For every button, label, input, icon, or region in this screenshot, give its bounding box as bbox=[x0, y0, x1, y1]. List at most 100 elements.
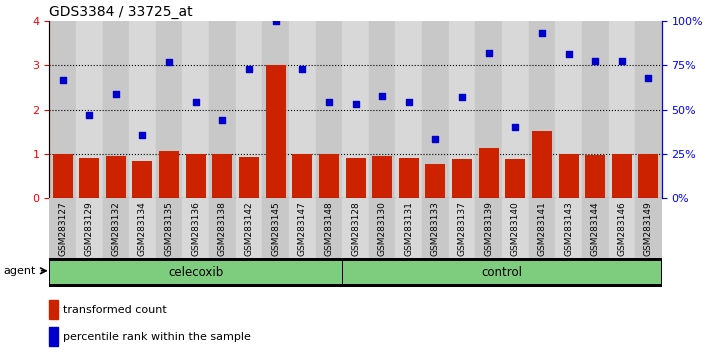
Bar bbox=[129, 21, 156, 198]
Text: GSM283132: GSM283132 bbox=[111, 201, 120, 256]
Bar bbox=[372, 156, 392, 198]
Text: GSM283128: GSM283128 bbox=[351, 201, 360, 256]
Point bbox=[137, 133, 148, 138]
Text: agent: agent bbox=[4, 266, 36, 276]
Text: GSM283136: GSM283136 bbox=[191, 201, 200, 256]
Bar bbox=[369, 21, 396, 198]
Bar bbox=[265, 65, 286, 198]
Point bbox=[536, 30, 548, 36]
Text: transformed count: transformed count bbox=[63, 304, 167, 315]
Point bbox=[217, 117, 228, 123]
Bar bbox=[479, 148, 498, 198]
Bar bbox=[292, 154, 313, 198]
Bar bbox=[555, 21, 582, 198]
Text: GSM283148: GSM283148 bbox=[325, 201, 334, 256]
Point bbox=[510, 124, 521, 130]
Text: GSM283130: GSM283130 bbox=[377, 201, 386, 256]
Point bbox=[296, 66, 308, 72]
Point bbox=[244, 66, 255, 72]
Point bbox=[589, 58, 601, 64]
Text: GSM283139: GSM283139 bbox=[484, 201, 494, 256]
Bar bbox=[103, 198, 129, 258]
Bar bbox=[319, 154, 339, 198]
Text: GSM283133: GSM283133 bbox=[431, 201, 440, 256]
Text: percentile rank within the sample: percentile rank within the sample bbox=[63, 331, 251, 342]
Text: GSM283147: GSM283147 bbox=[298, 201, 307, 256]
Bar bbox=[448, 21, 475, 198]
Bar bbox=[612, 154, 631, 198]
Bar bbox=[156, 21, 182, 198]
Text: control: control bbox=[482, 266, 522, 279]
Bar bbox=[529, 21, 555, 198]
Bar bbox=[502, 21, 529, 198]
Bar bbox=[608, 198, 635, 258]
Point bbox=[163, 59, 175, 65]
Bar bbox=[608, 21, 635, 198]
Bar bbox=[346, 159, 365, 198]
Bar bbox=[76, 198, 103, 258]
Bar bbox=[315, 198, 342, 258]
Point bbox=[483, 50, 494, 56]
Bar bbox=[76, 21, 103, 198]
Text: GSM283146: GSM283146 bbox=[617, 201, 627, 256]
Point bbox=[616, 58, 627, 64]
Bar bbox=[289, 198, 315, 258]
Bar bbox=[582, 198, 608, 258]
Bar bbox=[582, 21, 608, 198]
Bar bbox=[315, 21, 342, 198]
Bar bbox=[156, 198, 182, 258]
Text: GSM283129: GSM283129 bbox=[84, 201, 94, 256]
Bar bbox=[132, 161, 153, 198]
Bar bbox=[422, 198, 448, 258]
Bar bbox=[263, 198, 289, 258]
Bar bbox=[129, 198, 156, 258]
Bar bbox=[396, 198, 422, 258]
Bar bbox=[475, 21, 502, 198]
Text: GSM283137: GSM283137 bbox=[458, 201, 467, 256]
Bar bbox=[529, 198, 555, 258]
Bar bbox=[342, 21, 369, 198]
Bar bbox=[396, 21, 422, 198]
Text: GSM283141: GSM283141 bbox=[537, 201, 546, 256]
Text: GDS3384 / 33725_at: GDS3384 / 33725_at bbox=[49, 5, 193, 19]
Bar bbox=[209, 198, 236, 258]
Point bbox=[350, 102, 361, 107]
Text: GSM283142: GSM283142 bbox=[244, 201, 253, 256]
Bar bbox=[80, 159, 99, 198]
Bar bbox=[555, 198, 582, 258]
Bar bbox=[475, 198, 502, 258]
Point bbox=[57, 77, 68, 82]
Text: GSM283144: GSM283144 bbox=[591, 201, 600, 256]
Bar bbox=[398, 159, 419, 198]
Text: GSM283145: GSM283145 bbox=[271, 201, 280, 256]
Bar bbox=[49, 21, 76, 198]
Bar bbox=[448, 198, 475, 258]
Bar bbox=[532, 131, 552, 198]
Point bbox=[429, 136, 441, 141]
Bar bbox=[49, 327, 58, 346]
Point bbox=[643, 75, 654, 81]
Bar bbox=[182, 21, 209, 198]
Bar bbox=[639, 154, 658, 198]
Bar bbox=[425, 164, 446, 198]
Bar bbox=[213, 154, 232, 198]
Bar bbox=[53, 154, 73, 198]
Bar bbox=[236, 198, 263, 258]
Point bbox=[403, 99, 415, 105]
Point bbox=[111, 91, 122, 97]
Point bbox=[563, 51, 574, 56]
Bar bbox=[106, 156, 126, 198]
Point bbox=[84, 113, 95, 118]
Point bbox=[190, 99, 201, 105]
Text: GSM283138: GSM283138 bbox=[218, 201, 227, 256]
Text: GSM283127: GSM283127 bbox=[58, 201, 67, 256]
Bar bbox=[49, 300, 58, 319]
Point bbox=[456, 95, 467, 100]
Bar bbox=[635, 21, 662, 198]
Text: celecoxib: celecoxib bbox=[168, 266, 223, 279]
Text: GSM283134: GSM283134 bbox=[138, 201, 147, 256]
Bar bbox=[49, 198, 76, 258]
Bar bbox=[585, 155, 605, 198]
Text: GSM283131: GSM283131 bbox=[404, 201, 413, 256]
Bar bbox=[209, 21, 236, 198]
